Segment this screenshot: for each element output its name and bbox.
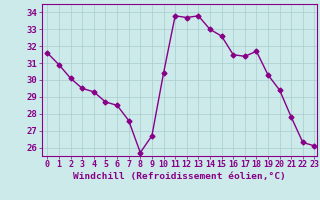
X-axis label: Windchill (Refroidissement éolien,°C): Windchill (Refroidissement éolien,°C) xyxy=(73,172,285,181)
